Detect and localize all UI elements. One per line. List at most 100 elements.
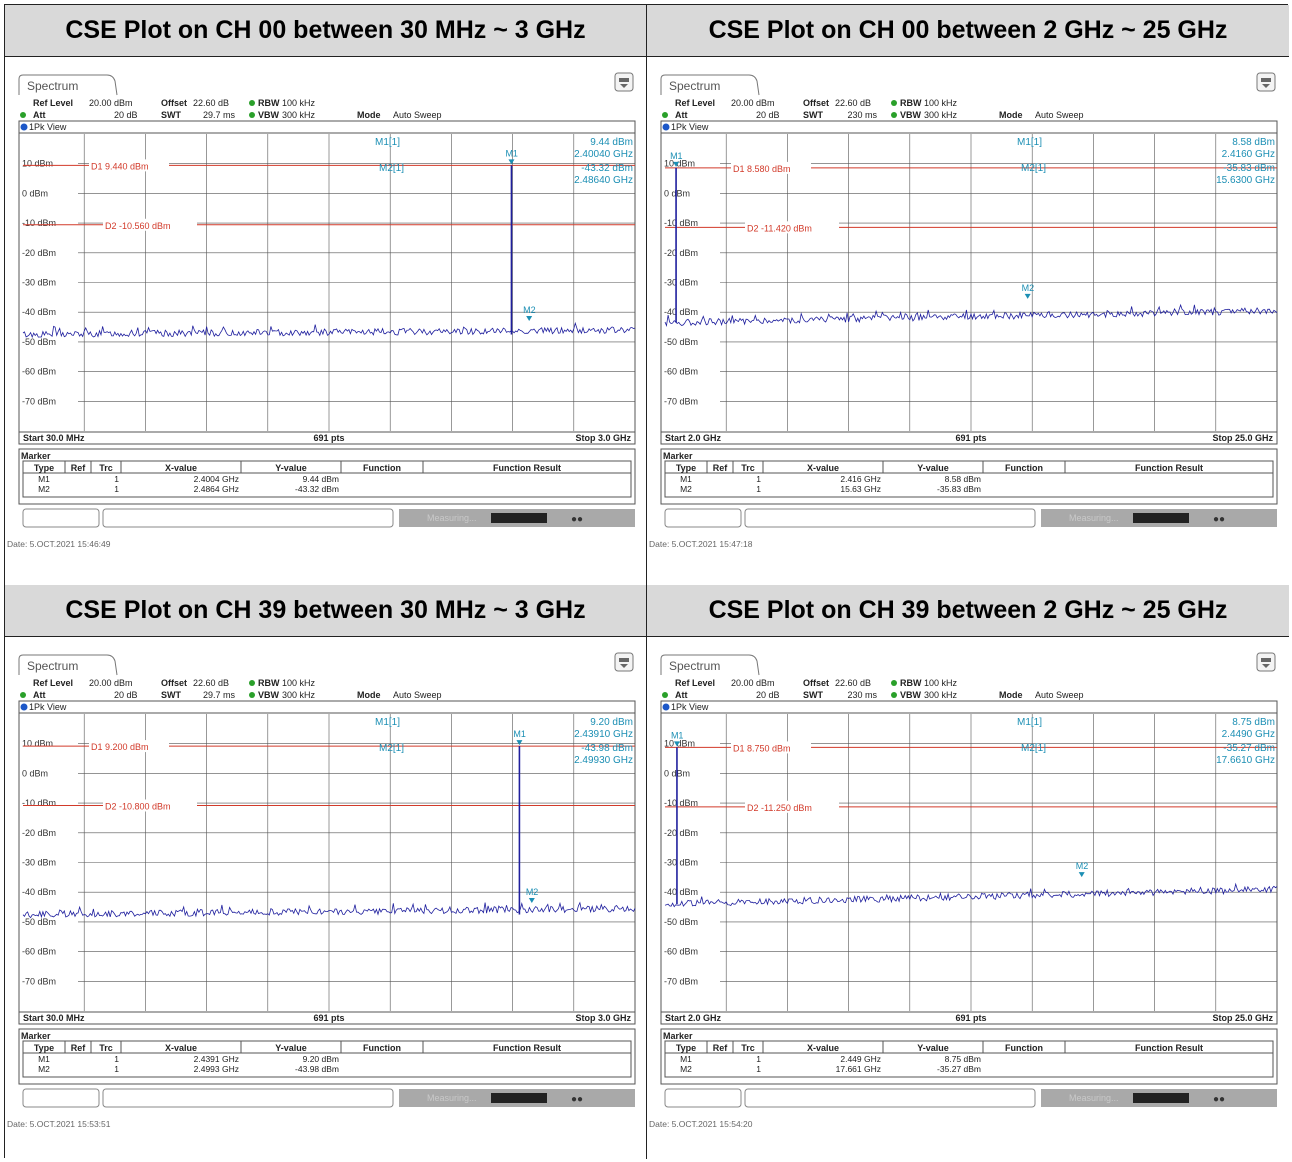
ref-level-value: 20.00 dBm	[731, 678, 775, 688]
y-tick-label: -70 dBm	[664, 396, 698, 406]
y-tick-label: 0 dBm	[22, 768, 48, 778]
y-tick-label: -10 dBm	[664, 798, 698, 808]
att-label: Att	[33, 690, 46, 700]
swt-label: SWT	[161, 110, 181, 120]
limit-label-bg	[731, 161, 811, 174]
y-tick-label: -40 dBm	[664, 307, 698, 317]
mode-label: Mode	[357, 110, 381, 120]
y-tick-label: 10 dBm	[664, 159, 695, 169]
limit-label-d2: D2 -11.420 dBm	[747, 223, 812, 233]
status-dot	[891, 680, 897, 686]
table-cell: 15.63 GHz	[840, 484, 881, 494]
swt-value: 29.7 ms	[203, 110, 236, 120]
table-cell: M2	[680, 484, 692, 494]
plot-title: CSE Plot on CH 39 between 30 MHz ~ 3 GHz	[5, 585, 646, 637]
mode-label: Mode	[999, 110, 1023, 120]
status-dot	[249, 680, 255, 686]
icon-bar	[619, 78, 629, 82]
trace-indicator	[662, 123, 670, 131]
icon-bar	[619, 658, 629, 662]
table-cell: 1	[114, 474, 119, 484]
offset-label: Offset	[161, 98, 187, 108]
stop-frequency: Stop 25.0 GHz	[1212, 1013, 1273, 1023]
table-header: Y-value	[275, 463, 307, 473]
icon-arrow	[1262, 84, 1270, 88]
rbw-value: 100 kHz	[924, 98, 958, 108]
vbw-label: VBW	[258, 690, 280, 700]
m1-readout-value: 9.44 dBm	[590, 137, 633, 148]
sweep-points: 691 pts	[955, 433, 986, 443]
table-header: Function Result	[493, 463, 561, 473]
table-box	[664, 1040, 1274, 1078]
m1-readout-label: M1[1]	[375, 137, 400, 148]
status-field	[664, 1088, 742, 1108]
table-cell: 2.416 GHz	[840, 474, 881, 484]
table-cell: -43.98 dBm	[295, 1064, 339, 1074]
y-tick-label: -10 dBm	[22, 218, 56, 228]
spectrum-tab	[660, 654, 760, 676]
status-dot	[891, 112, 897, 118]
ref-level-label: Ref Level	[675, 98, 715, 108]
view-label: 1Pk View	[671, 122, 709, 132]
settings-icon	[614, 72, 634, 92]
y-tick-label: -20 dBm	[664, 248, 698, 258]
att-value: 20 dB	[756, 110, 780, 120]
table-cell: 8.75 dBm	[945, 1054, 981, 1064]
swt-value: 230 ms	[847, 690, 877, 700]
table-cell: 9.44 dBm	[303, 474, 339, 484]
rbw-value: 100 kHz	[924, 678, 958, 688]
tab-label: Spectrum	[27, 79, 78, 93]
offset-label: Offset	[161, 678, 187, 688]
limit-label-bg	[103, 218, 197, 231]
marker-m1-label: M1	[670, 151, 683, 161]
table-header: X-value	[165, 463, 197, 473]
timestamp: Date: 5.OCT.2021 15:53:51	[7, 1119, 111, 1129]
spectrum-plot: Spectrum Ref Level 20.00 dBm Offset 22.60 dB…	[647, 637, 1289, 1159]
ref-level-label: Ref Level	[33, 678, 73, 688]
marker-table	[660, 448, 1278, 505]
icon-bar	[1261, 658, 1271, 662]
status-glyph: ●●	[1213, 514, 1225, 525]
table-header: X-value	[165, 1043, 197, 1053]
trace-indicator	[20, 123, 28, 131]
tab-label: Spectrum	[669, 659, 720, 673]
plot-title: CSE Plot on CH 00 between 30 MHz ~ 3 GHz	[5, 5, 646, 57]
limit-label-bg	[89, 159, 169, 172]
settings-icon	[614, 652, 634, 672]
status-glyph: ●●	[571, 514, 583, 525]
y-tick-label: -30 dBm	[22, 278, 56, 288]
m2-readout-value: -43.98 dBm	[581, 743, 633, 754]
table-header: Trc	[99, 463, 113, 473]
spectrum-screenshot: Spectrum Ref Level 20.00 dBm Offset 22.60 dB…	[649, 652, 1278, 1129]
table-box	[22, 1040, 632, 1078]
marker-m2-symbol	[526, 316, 533, 322]
cell-ch39-low: CSE Plot on CH 39 between 30 MHz ~ 3 GHz…	[5, 585, 647, 1159]
table-header: Ref	[71, 1043, 87, 1053]
table-cell: M1	[680, 474, 692, 484]
y-tick-label: -60 dBm	[664, 367, 698, 377]
icon-arrow	[620, 84, 628, 88]
marker-m1-label: M1	[505, 148, 518, 158]
stop-frequency: Stop 3.0 GHz	[575, 433, 631, 443]
measuring-status: Measuring...	[427, 1093, 477, 1103]
vbw-label: VBW	[258, 110, 280, 120]
m2-readout-value: -35.27 dBm	[1223, 743, 1275, 754]
m2-readout-freq: 2.49930 GHz	[574, 755, 633, 766]
rbw-label: RBW	[900, 98, 922, 108]
table-header: Trc	[741, 1043, 755, 1053]
marker-m2-label: M2	[526, 887, 539, 897]
table-header: Trc	[99, 1043, 113, 1053]
y-tick-label: -30 dBm	[664, 858, 698, 868]
rbw-value: 100 kHz	[282, 678, 316, 688]
m1-readout-freq: 2.43910 GHz	[574, 729, 633, 740]
table-cell: 17.661 GHz	[836, 1064, 881, 1074]
settings-icon	[1256, 72, 1276, 92]
spectrum-screenshot: Spectrum Ref Level 20.00 dBm Offset 22.60 dB…	[649, 72, 1278, 549]
status-field	[22, 1088, 100, 1108]
table-cell: M2	[38, 484, 50, 494]
att-value: 20 dB	[114, 690, 138, 700]
status-glyph: ●●	[1213, 1094, 1225, 1105]
status-dot	[662, 692, 668, 698]
table-header: Function Result	[1135, 463, 1203, 473]
marker-table	[18, 448, 636, 505]
